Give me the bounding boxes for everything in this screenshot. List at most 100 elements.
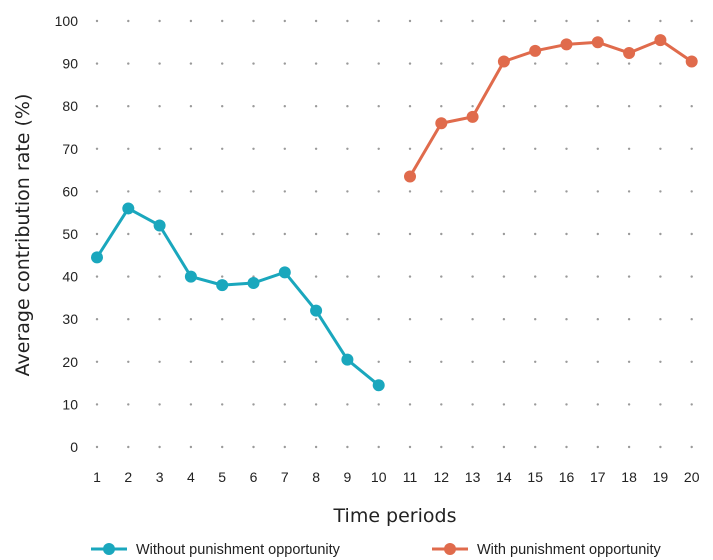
grid-dot xyxy=(565,403,568,406)
legend: Without punishment opportunity With punis… xyxy=(91,542,662,558)
grid-dot xyxy=(189,147,193,150)
grid-dot xyxy=(252,190,255,193)
grid-dot xyxy=(440,147,443,150)
grid-dot xyxy=(596,318,599,321)
grid-dot xyxy=(534,360,537,363)
grid-dot xyxy=(471,19,474,23)
grid-dot xyxy=(252,445,255,449)
y-tick-label: 0 xyxy=(70,439,78,455)
series-2-point xyxy=(591,36,604,49)
grid-dot xyxy=(440,19,443,23)
grid-dot xyxy=(690,318,693,321)
grid-dot xyxy=(95,19,99,23)
series-1-point xyxy=(278,266,291,279)
grid-dot xyxy=(534,275,537,278)
x-tick-label: 6 xyxy=(250,469,258,485)
grid-dot xyxy=(534,62,537,65)
grid-dot xyxy=(627,147,631,150)
grid-dot xyxy=(221,19,224,23)
legend-label-1: Without punishment opportunity xyxy=(136,542,341,558)
grid-dot xyxy=(189,403,193,406)
grid-dot xyxy=(440,275,443,278)
grid-dot xyxy=(314,318,318,321)
x-tick-labels: 1 2 3 4 5 6 7 8 9 10 11 12 13 14 15 16 17 18 19 20 xyxy=(93,469,700,485)
x-tick-label: 15 xyxy=(527,469,543,485)
x-tick-label: 2 xyxy=(124,469,132,485)
grid-dot xyxy=(221,62,224,65)
grid-dot xyxy=(189,232,193,236)
x-tick-label: 12 xyxy=(434,469,450,485)
grid-dot xyxy=(346,62,349,65)
grid-dot xyxy=(158,275,161,278)
grid-dot xyxy=(627,190,631,193)
grid-dots xyxy=(95,19,693,449)
grid-dot xyxy=(283,105,286,108)
legend-label-2: With punishment opportunity xyxy=(477,542,662,558)
grid-dot xyxy=(377,62,380,65)
grid-dot xyxy=(314,190,318,193)
grid-dot xyxy=(471,62,474,65)
x-tick-label: 8 xyxy=(312,469,320,485)
grid-dot xyxy=(596,403,599,406)
grid-dot xyxy=(534,445,537,449)
grid-dot xyxy=(127,62,130,65)
grid-dot xyxy=(127,232,130,236)
grid-dot xyxy=(127,19,130,23)
grid-dot xyxy=(408,62,412,65)
grid-dot xyxy=(408,275,412,278)
grid-dot xyxy=(565,190,568,193)
grid-dot xyxy=(283,403,286,406)
x-tick-label: 14 xyxy=(496,469,512,485)
grid-dot xyxy=(627,360,631,363)
grid-dot xyxy=(221,445,224,449)
grid-dot xyxy=(627,445,631,449)
grid-dot xyxy=(221,318,224,321)
series-1-point xyxy=(153,219,166,232)
grid-dot xyxy=(283,147,286,150)
grid-dot xyxy=(502,232,506,236)
series-1-point xyxy=(184,270,197,283)
grid-dot xyxy=(95,62,99,65)
grid-dot xyxy=(627,105,631,108)
x-tick-label: 9 xyxy=(344,469,352,485)
grid-dot xyxy=(408,190,412,193)
grid-dot xyxy=(440,62,443,65)
grid-dot xyxy=(283,19,286,23)
grid-dot xyxy=(502,147,506,150)
grid-dot xyxy=(659,275,662,278)
series-2-point xyxy=(435,117,448,130)
grid-dot xyxy=(565,275,568,278)
grid-dot xyxy=(221,360,224,363)
grid-dot xyxy=(158,360,161,363)
grid-dot xyxy=(659,62,662,65)
grid-dot xyxy=(221,232,224,236)
series-2-point xyxy=(466,110,479,123)
grid-dot xyxy=(502,403,506,406)
grid-dot xyxy=(471,147,474,150)
grid-dot xyxy=(565,19,568,23)
grid-dot xyxy=(471,105,474,108)
grid-dot xyxy=(377,445,380,449)
grid-dot xyxy=(314,19,318,23)
grid-dot xyxy=(95,190,99,193)
grid-dot xyxy=(471,318,474,321)
grid-dot xyxy=(127,360,130,363)
grid-dot xyxy=(283,318,286,321)
grid-dot xyxy=(283,360,286,363)
grid-dot xyxy=(346,147,349,150)
grid-dot xyxy=(158,62,161,65)
series-2-point xyxy=(529,44,542,57)
grid-dot xyxy=(659,147,662,150)
grid-dot xyxy=(471,445,474,449)
grid-dot xyxy=(596,19,599,23)
x-tick-label: 3 xyxy=(156,469,164,485)
x-tick-label: 18 xyxy=(621,469,637,485)
x-tick-label: 4 xyxy=(187,469,195,485)
grid-dot xyxy=(408,147,412,150)
x-tick-label: 17 xyxy=(590,469,606,485)
grid-dot xyxy=(95,105,99,108)
grid-dot xyxy=(440,360,443,363)
series-1-point xyxy=(91,251,103,264)
grid-dot xyxy=(127,275,130,278)
grid-dot xyxy=(95,147,99,150)
